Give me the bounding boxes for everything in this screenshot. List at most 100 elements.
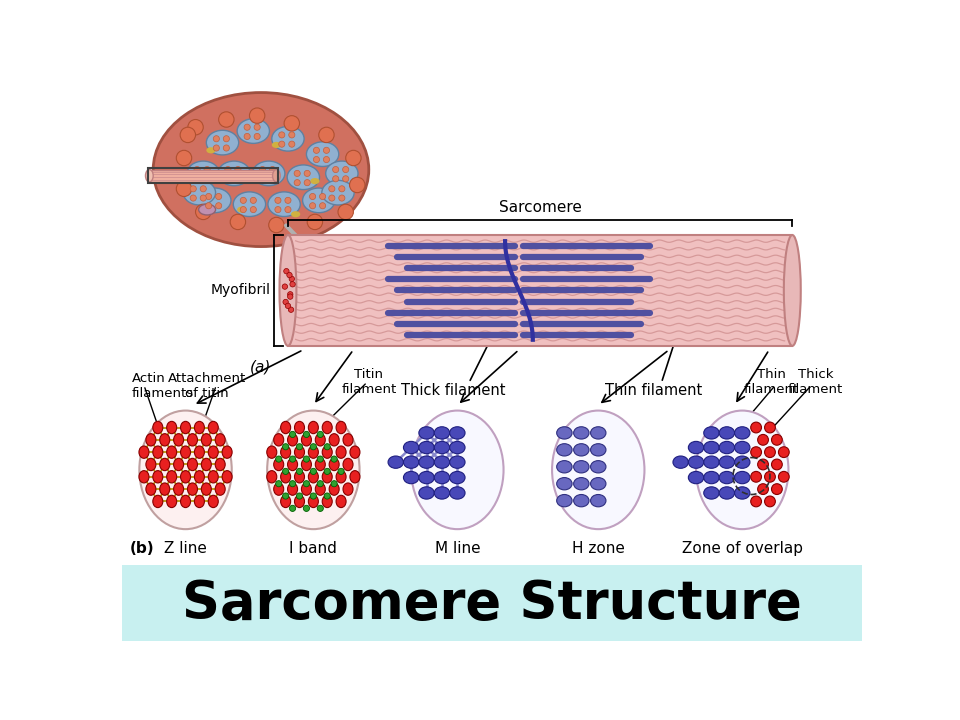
Circle shape [219, 112, 234, 127]
Ellipse shape [295, 471, 304, 483]
Ellipse shape [704, 427, 719, 439]
Circle shape [339, 195, 345, 201]
Circle shape [772, 484, 782, 495]
Ellipse shape [306, 142, 339, 166]
Ellipse shape [174, 483, 183, 495]
Ellipse shape [174, 433, 183, 446]
Circle shape [332, 176, 339, 182]
Circle shape [282, 284, 288, 289]
Circle shape [757, 484, 768, 495]
Ellipse shape [146, 433, 156, 446]
Circle shape [289, 132, 295, 138]
Ellipse shape [310, 178, 320, 184]
Circle shape [204, 176, 210, 182]
Ellipse shape [434, 441, 449, 454]
Ellipse shape [590, 444, 606, 456]
Ellipse shape [557, 444, 572, 456]
Text: Thick filament: Thick filament [401, 383, 506, 398]
Circle shape [328, 195, 335, 201]
Circle shape [290, 431, 296, 438]
Ellipse shape [688, 456, 704, 468]
Circle shape [288, 294, 293, 300]
Ellipse shape [449, 472, 465, 484]
Circle shape [190, 186, 197, 192]
Ellipse shape [449, 487, 465, 499]
Ellipse shape [329, 433, 339, 446]
Text: Myofibril: Myofibril [211, 284, 271, 297]
Circle shape [331, 481, 337, 487]
Ellipse shape [719, 456, 734, 468]
Ellipse shape [590, 477, 606, 490]
Circle shape [282, 444, 289, 450]
Circle shape [213, 135, 220, 142]
Ellipse shape [215, 483, 226, 495]
Circle shape [764, 496, 776, 507]
Ellipse shape [783, 235, 801, 346]
Ellipse shape [146, 483, 156, 495]
Circle shape [270, 166, 276, 173]
Ellipse shape [187, 483, 198, 495]
Circle shape [310, 493, 317, 499]
Ellipse shape [308, 471, 319, 483]
Circle shape [284, 269, 289, 274]
Circle shape [338, 204, 353, 220]
Circle shape [304, 179, 310, 186]
Ellipse shape [139, 410, 231, 529]
Circle shape [303, 456, 309, 462]
Ellipse shape [704, 472, 719, 484]
Circle shape [289, 276, 295, 282]
Ellipse shape [274, 483, 284, 495]
Ellipse shape [218, 161, 251, 186]
Circle shape [235, 166, 241, 173]
Circle shape [309, 202, 316, 209]
Circle shape [310, 468, 317, 474]
Ellipse shape [419, 441, 434, 454]
Ellipse shape [206, 130, 239, 155]
Text: H zone: H zone [572, 541, 625, 556]
Ellipse shape [704, 456, 719, 468]
Circle shape [309, 194, 316, 199]
Circle shape [779, 446, 789, 457]
Ellipse shape [267, 446, 276, 459]
Ellipse shape [146, 459, 156, 471]
Ellipse shape [419, 456, 434, 468]
Ellipse shape [159, 433, 170, 446]
Circle shape [319, 127, 334, 143]
Ellipse shape [287, 165, 320, 189]
Circle shape [304, 171, 310, 176]
Ellipse shape [273, 169, 280, 182]
Ellipse shape [329, 459, 339, 471]
Ellipse shape [574, 477, 589, 490]
Ellipse shape [194, 495, 204, 508]
Ellipse shape [199, 204, 216, 215]
Circle shape [254, 133, 260, 140]
Circle shape [290, 505, 296, 511]
Ellipse shape [350, 446, 360, 459]
Ellipse shape [329, 483, 339, 495]
Ellipse shape [350, 471, 360, 483]
Ellipse shape [719, 441, 734, 454]
Ellipse shape [552, 410, 644, 529]
Ellipse shape [719, 427, 734, 439]
Ellipse shape [574, 427, 589, 439]
Ellipse shape [154, 93, 369, 246]
Ellipse shape [557, 495, 572, 507]
Ellipse shape [301, 483, 311, 495]
Circle shape [244, 124, 251, 130]
Circle shape [177, 181, 192, 197]
Text: Thick
filament: Thick filament [788, 368, 843, 396]
Ellipse shape [153, 495, 163, 508]
Ellipse shape [336, 421, 347, 433]
Circle shape [204, 166, 210, 173]
Circle shape [251, 207, 256, 212]
Text: M line: M line [435, 541, 480, 556]
Circle shape [290, 481, 296, 487]
Ellipse shape [199, 188, 231, 212]
Ellipse shape [280, 446, 291, 459]
Circle shape [275, 197, 281, 204]
Ellipse shape [295, 495, 304, 508]
Circle shape [331, 456, 337, 462]
Ellipse shape [194, 421, 204, 433]
Circle shape [297, 444, 302, 450]
Ellipse shape [288, 483, 298, 495]
